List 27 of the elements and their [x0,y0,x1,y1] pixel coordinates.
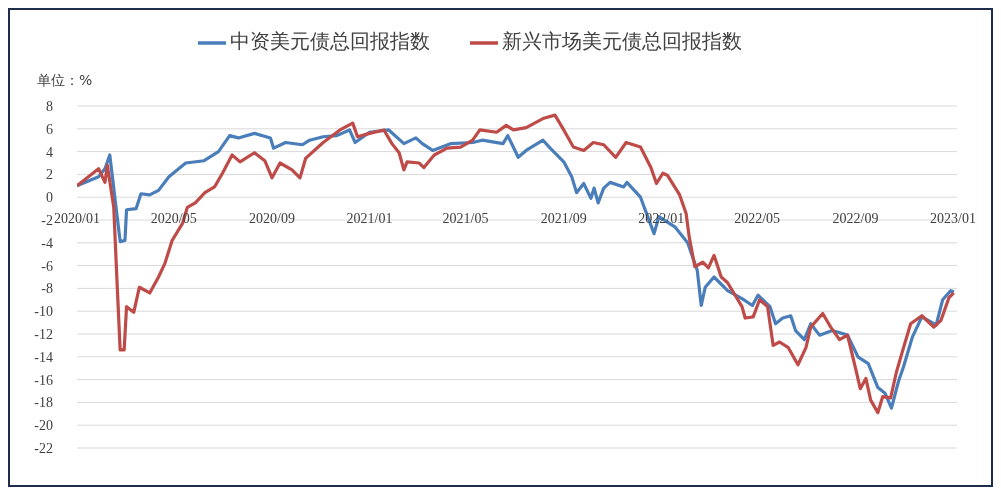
y-tick-label: -16 [34,372,53,388]
x-tick-label: 2021/01 [346,211,393,227]
legend-label: 新兴市场美元债总回报指数 [501,29,742,53]
y-tick-label: 2 [46,167,53,183]
x-tick-label: 2023/01 [930,211,976,227]
legend-label: 中资美元债总回报指数 [229,29,430,53]
x-tick-label: 2021/05 [442,211,489,227]
y-tick-label: -12 [34,326,53,342]
y-tick-label: 4 [46,144,53,160]
y-tick-label: -8 [41,281,53,297]
y-tick-label: -2 [41,212,53,228]
x-tick-label: 2021/09 [540,211,587,227]
y-tick-label: -10 [34,304,53,320]
y-tick-label: -18 [34,395,53,411]
x-tick-label: 2022/05 [734,211,781,227]
y-tick-label: -6 [41,258,53,274]
y-tick-label: 6 [46,121,53,137]
y-tick-label: -14 [34,349,53,365]
text: 单位：% [37,72,93,90]
y-tick-label: 8 [46,98,53,114]
y-tick-label: -22 [34,440,53,456]
y-tick-label: -4 [41,235,53,251]
x-tick-label: 2022/09 [832,211,879,227]
y-tick-label: -20 [34,418,53,434]
x-tick-label: 2020/01 [54,211,100,227]
x-tick-label: 2020/09 [249,211,295,227]
y-tick-label: 0 [46,190,53,206]
